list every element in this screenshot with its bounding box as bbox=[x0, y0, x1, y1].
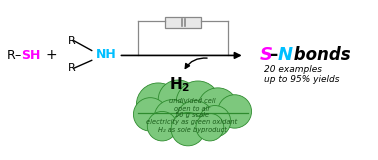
Text: 50 g scale: 50 g scale bbox=[175, 112, 209, 118]
Text: R: R bbox=[6, 49, 15, 62]
FancyBboxPatch shape bbox=[165, 17, 201, 28]
Text: open to air: open to air bbox=[174, 105, 210, 112]
Text: –: – bbox=[270, 46, 278, 64]
Text: undivided cell: undivided cell bbox=[169, 98, 215, 104]
Text: bonds: bonds bbox=[288, 46, 351, 64]
Circle shape bbox=[196, 113, 224, 141]
Text: +: + bbox=[45, 48, 57, 62]
Text: S: S bbox=[259, 46, 273, 64]
Circle shape bbox=[176, 101, 214, 138]
Circle shape bbox=[176, 81, 220, 124]
Text: $\bf{H_2}$: $\bf{H_2}$ bbox=[169, 75, 191, 94]
Text: H₂ as sole byproduct: H₂ as sole byproduct bbox=[158, 127, 226, 133]
Text: electricity as green oxidant: electricity as green oxidant bbox=[146, 119, 238, 125]
Circle shape bbox=[199, 106, 231, 137]
Text: SH: SH bbox=[21, 49, 40, 62]
Circle shape bbox=[136, 83, 180, 126]
Text: R: R bbox=[68, 36, 76, 46]
Text: NH: NH bbox=[96, 48, 116, 61]
Text: up to 95% yields: up to 95% yields bbox=[265, 75, 340, 84]
Text: R: R bbox=[68, 63, 76, 73]
Circle shape bbox=[154, 100, 190, 135]
Circle shape bbox=[198, 88, 238, 127]
Text: 20 examples: 20 examples bbox=[265, 65, 322, 74]
Circle shape bbox=[218, 95, 251, 128]
Circle shape bbox=[158, 80, 198, 119]
Text: –: – bbox=[14, 49, 20, 62]
Text: N: N bbox=[277, 46, 293, 64]
Circle shape bbox=[147, 112, 177, 141]
Circle shape bbox=[171, 112, 205, 146]
Circle shape bbox=[133, 98, 167, 131]
